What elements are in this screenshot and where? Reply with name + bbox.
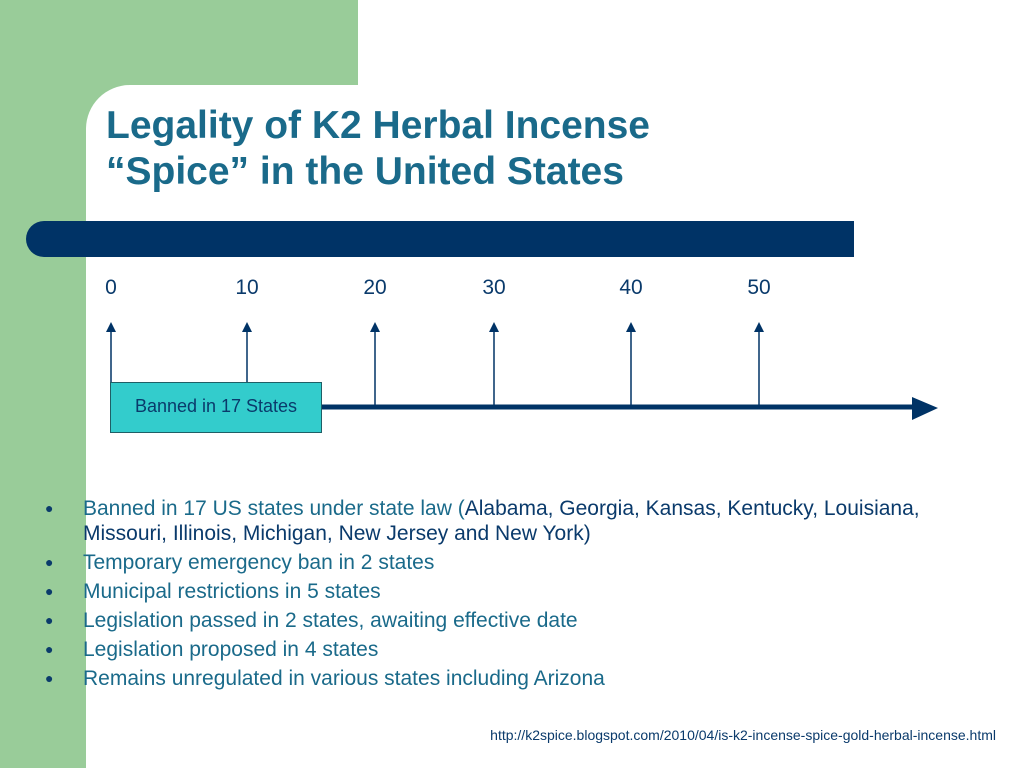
bullet-text: Municipal restrictions in 5 states bbox=[83, 580, 381, 603]
slide-title: Legality of K2 Herbal Incense “Spice” in… bbox=[106, 103, 866, 195]
top-green-band bbox=[0, 0, 358, 85]
tick-arrowhead-40 bbox=[626, 322, 636, 332]
bullet-item: ● Municipal restrictions in 5 states bbox=[45, 579, 985, 604]
bullet-item: ● Temporary emergency ban in 2 states bbox=[45, 550, 985, 575]
bullet-text: Temporary emergency ban in 2 states bbox=[83, 551, 435, 574]
bullet-dot-icon: ● bbox=[45, 554, 54, 570]
title-line-2: “Spice” in the United States bbox=[106, 150, 624, 193]
header-bar bbox=[26, 221, 854, 257]
bullet-text-states: Alabama, Georgia, Kansas, Kentucky, Loui… bbox=[83, 497, 920, 545]
bullet-text: Remains unregulated in various states in… bbox=[83, 667, 605, 690]
tick-label-40: 40 bbox=[619, 276, 643, 299]
bullet-item: ● Remains unregulated in various states i… bbox=[45, 666, 985, 691]
tick-arrowhead-30 bbox=[489, 322, 499, 332]
tick-label-20: 20 bbox=[363, 276, 387, 299]
tick-arrowhead-0 bbox=[106, 322, 116, 332]
bullet-text: Legislation proposed in 4 states bbox=[83, 638, 379, 661]
bullet-dot-icon: ● bbox=[45, 500, 54, 516]
left-green-band bbox=[0, 0, 86, 768]
tick-label-10: 10 bbox=[235, 276, 259, 299]
bullet-item: ● Banned in 17 US states under state law … bbox=[45, 496, 985, 546]
tick-label-50: 50 bbox=[747, 276, 771, 299]
tick-arrowhead-50 bbox=[754, 322, 764, 332]
corner-curve bbox=[86, 85, 130, 129]
tick-label-0: 0 bbox=[105, 276, 117, 299]
tick-arrowhead-10 bbox=[242, 322, 252, 332]
bullet-dot-icon: ● bbox=[45, 583, 54, 599]
tick-label-30: 30 bbox=[482, 276, 506, 299]
bullet-dot-icon: ● bbox=[45, 670, 54, 686]
title-line-1: Legality of K2 Herbal Incense bbox=[106, 104, 651, 147]
header-bar-right-edge bbox=[820, 221, 854, 257]
bullet-dot-icon: ● bbox=[45, 612, 54, 628]
timeline-arrowhead bbox=[912, 397, 938, 420]
source-url: http://k2spice.blogspot.com/2010/04/is-k… bbox=[490, 727, 996, 743]
tick-arrowhead-20 bbox=[370, 322, 380, 332]
bullet-list: ● Banned in 17 US states under state law … bbox=[45, 496, 985, 695]
bullet-text: Legislation passed in 2 states, awaiting… bbox=[83, 609, 578, 632]
banned-states-box: Banned in 17 States bbox=[110, 382, 322, 433]
bullet-item: ● Legislation passed in 2 states, awaitin… bbox=[45, 608, 985, 633]
bullet-text-prefix: Banned in 17 US states under state law ( bbox=[83, 497, 465, 520]
bullet-item: ● Legislation proposed in 4 states bbox=[45, 637, 985, 662]
bullet-dot-icon: ● bbox=[45, 641, 54, 657]
